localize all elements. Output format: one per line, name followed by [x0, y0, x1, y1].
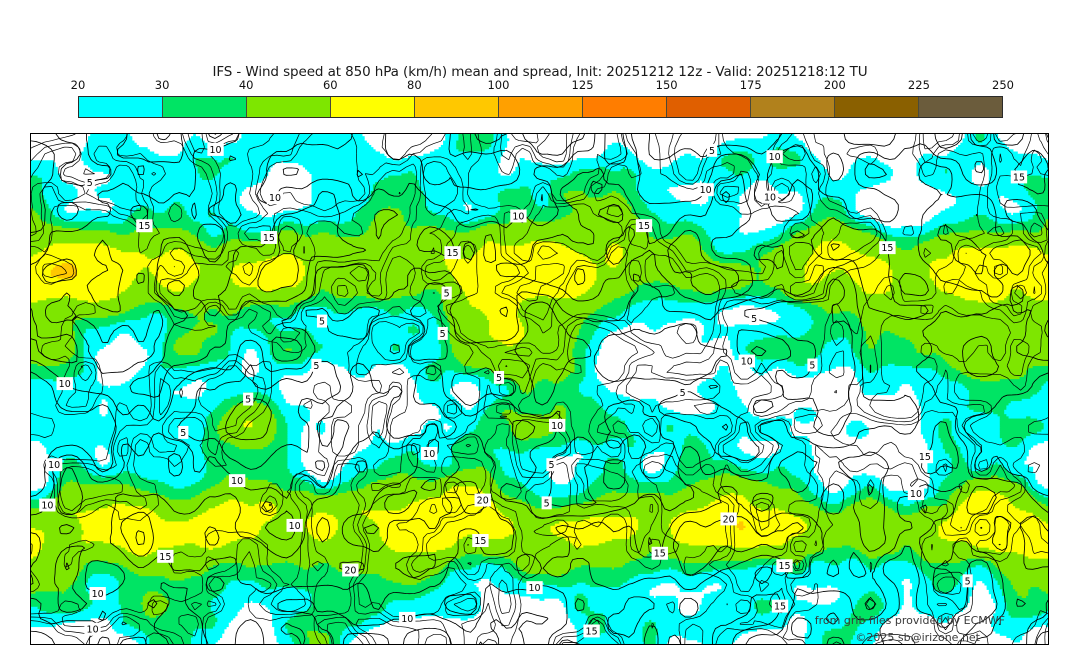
- svg-text:10: 10: [512, 211, 524, 222]
- svg-text:10: 10: [289, 521, 301, 532]
- data-source-credit: from grib files provided by ECMWF: [814, 614, 1005, 627]
- colorbar-tick: 225: [907, 78, 930, 92]
- svg-text:10: 10: [48, 460, 60, 471]
- colorbar-tick-labels: 20 30 40 60 80 100 125 150 175 200 225 250: [71, 78, 1014, 94]
- colorbar-tick: 200: [823, 78, 846, 92]
- svg-text:5: 5: [245, 395, 251, 406]
- colorbar-band: [667, 97, 751, 117]
- svg-text:5: 5: [548, 460, 554, 471]
- svg-text:15: 15: [778, 561, 790, 572]
- svg-text:5: 5: [544, 498, 550, 509]
- svg-text:15: 15: [263, 233, 275, 244]
- svg-text:20: 20: [723, 514, 735, 525]
- svg-text:10: 10: [741, 357, 753, 368]
- svg-text:5: 5: [965, 576, 971, 587]
- svg-text:10: 10: [401, 614, 413, 625]
- colorbar-bands: [78, 96, 1003, 118]
- colorbar-tick: 250: [992, 78, 1014, 92]
- svg-text:20: 20: [477, 496, 489, 507]
- svg-text:5: 5: [809, 360, 815, 371]
- svg-text:10: 10: [269, 193, 281, 204]
- page-title: IFS - Wind speed at 850 hPa (km/h) mean …: [212, 64, 868, 80]
- svg-text:15: 15: [474, 536, 486, 547]
- colorbar-tick: 125: [571, 78, 594, 92]
- colorbar-band: [247, 97, 331, 117]
- svg-text:5: 5: [319, 317, 325, 328]
- svg-text:15: 15: [1013, 172, 1025, 183]
- svg-text:10: 10: [41, 501, 53, 512]
- map-field-svg: 5 5 5 5 5 5 5 5 5 5 5 5 5 5 5 10 10 10 10 10 10 10 10 10 10 10 10 1…: [31, 134, 1048, 644]
- svg-text:10: 10: [769, 152, 781, 163]
- colorbar-band: [415, 97, 499, 117]
- colorbar-band: [331, 97, 415, 117]
- colorbar-band: [751, 97, 835, 117]
- svg-text:10: 10: [910, 489, 922, 500]
- svg-text:10: 10: [551, 421, 563, 432]
- svg-text:15: 15: [919, 452, 931, 463]
- svg-text:15: 15: [159, 552, 171, 563]
- svg-text:15: 15: [586, 626, 598, 637]
- colorbar-tick: 100: [487, 78, 510, 92]
- svg-text:10: 10: [700, 185, 712, 196]
- svg-text:15: 15: [138, 221, 150, 232]
- svg-text:20: 20: [344, 565, 356, 576]
- colorbar-tick: 80: [407, 78, 422, 92]
- svg-text:10: 10: [764, 193, 776, 204]
- colorbar-tick: 175: [739, 78, 762, 92]
- colorbar-tick: 40: [238, 78, 254, 92]
- colorbar-band: [79, 97, 163, 117]
- svg-text:10: 10: [92, 589, 104, 600]
- colorbar-band: [163, 97, 247, 117]
- colorbar-band: [919, 97, 1002, 117]
- svg-text:15: 15: [638, 221, 650, 232]
- svg-text:15: 15: [881, 243, 893, 254]
- colorbar-tick: 60: [322, 78, 338, 92]
- colorbar-tick: 30: [154, 78, 170, 92]
- svg-text:5: 5: [440, 329, 446, 340]
- svg-text:5: 5: [180, 428, 186, 439]
- svg-text:5: 5: [751, 314, 757, 325]
- svg-text:5: 5: [496, 373, 502, 384]
- svg-text:5: 5: [709, 146, 715, 157]
- colorbar-tick: 150: [655, 78, 678, 92]
- svg-text:5: 5: [444, 289, 450, 300]
- copyright-credit: ©2025 sb@irizone.net: [855, 631, 980, 644]
- svg-text:15: 15: [654, 549, 666, 560]
- svg-text:10: 10: [423, 449, 435, 460]
- svg-text:10: 10: [231, 476, 243, 487]
- svg-text:5: 5: [680, 388, 686, 399]
- svg-text:5: 5: [87, 178, 93, 189]
- svg-text:10: 10: [87, 625, 99, 636]
- colorbar-band: [583, 97, 667, 117]
- svg-text:10: 10: [528, 583, 540, 594]
- svg-text:5: 5: [313, 361, 319, 372]
- colorbar: 20 30 40 60 80 100 125 150 175 200 225 250: [71, 78, 1014, 118]
- colorbar-band: [835, 97, 919, 117]
- svg-text:10: 10: [209, 145, 221, 156]
- svg-text:15: 15: [447, 248, 459, 259]
- colorbar-band: [499, 97, 583, 117]
- colorbar-tick: 20: [70, 78, 86, 92]
- svg-text:10: 10: [59, 379, 71, 390]
- map-canvas[interactable]: 5 5 5 5 5 5 5 5 5 5 5 5 5 5 5 10 10 10 10 10 10 10 10 10 10 10 10 1…: [30, 133, 1049, 645]
- svg-text:15: 15: [774, 602, 786, 613]
